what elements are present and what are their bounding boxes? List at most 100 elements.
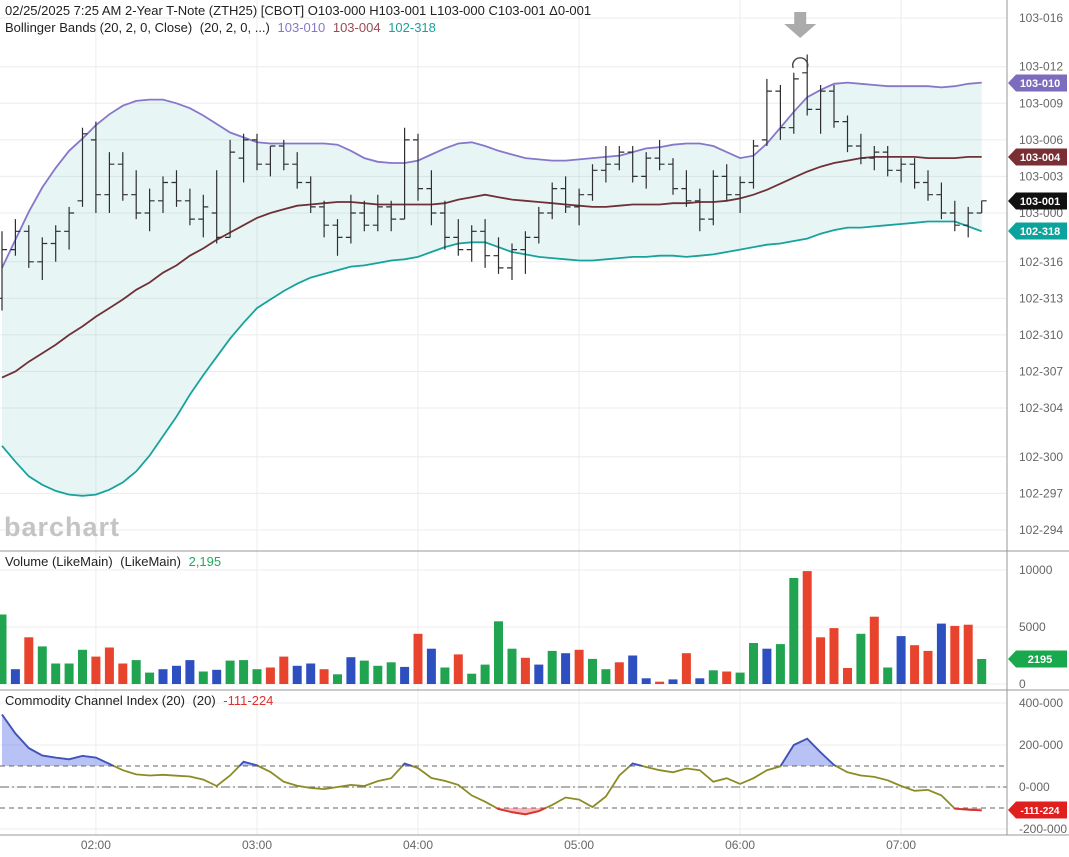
volume-bar	[239, 660, 249, 684]
ohlc-bar	[882, 146, 893, 177]
volume-bar	[426, 648, 436, 684]
down-arrow-shaft-icon	[794, 12, 807, 24]
ohlc-bar	[507, 243, 517, 280]
ohlc-bar	[413, 133, 423, 201]
time-axis-label: 05:00	[564, 838, 594, 852]
volume-bar	[145, 672, 155, 684]
volume-bar	[588, 658, 597, 684]
price-badge-teal-shape	[1008, 222, 1067, 240]
ohlc-bar	[23, 225, 34, 268]
ohlc-bar	[923, 170, 933, 201]
price-axis-label: 103-009	[1019, 96, 1063, 110]
volume-bar	[400, 666, 410, 684]
volume-bar	[829, 628, 839, 684]
price-pane-header: 02/25/2025 7:25 AM 2-Year T-Note (ZTH25)…	[5, 3, 595, 18]
ohlc-bar	[238, 133, 249, 183]
ohlc-bar	[225, 139, 236, 238]
bollinger-upper-value: 103-010	[277, 20, 326, 35]
volume-label[interactable]: Volume (LikeMain)	[5, 554, 113, 569]
ohlc-bar	[668, 158, 678, 195]
cci-axis-label: 0-000	[1019, 780, 1050, 794]
price-badge-purple-shape	[1008, 74, 1067, 92]
volume-bar	[185, 660, 195, 684]
volume-pane-header: Volume (LikeMain) (LikeMain) 2,195	[5, 554, 225, 569]
cci-label[interactable]: Commodity Channel Index (20)	[5, 693, 185, 708]
volume-bar	[856, 633, 866, 684]
cci-axis-label: 200-000	[1019, 738, 1063, 752]
bollinger-upper-line	[1, 81, 982, 269]
ohlc-bar	[869, 146, 880, 171]
bollinger-band-fill	[2, 82, 982, 496]
price-badge-maroon: 103-004	[1020, 152, 1061, 164]
price-badge-maroon-shape	[1008, 148, 1067, 166]
volume-bar	[37, 646, 47, 684]
ohlc-bar	[453, 219, 464, 256]
volume-bar	[131, 660, 141, 684]
ohlc-bar	[466, 225, 477, 262]
volume-params: (LikeMain)	[120, 554, 181, 569]
volume-bar	[601, 669, 611, 684]
bollinger-lower-line	[1, 220, 983, 497]
volume-axis-label: 0	[1019, 677, 1026, 691]
volume-bar	[655, 681, 665, 684]
price-axis-label: 103-016	[1019, 11, 1063, 25]
ohlc-bar	[265, 145, 276, 177]
cci-axis-label: 400-000	[1019, 696, 1063, 710]
price-badge-black-shape	[1008, 192, 1067, 210]
ohlc-bar	[372, 194, 383, 232]
volume-bar	[78, 649, 87, 684]
price-axis-label: 103-012	[1019, 60, 1063, 74]
ohlc-bar	[560, 176, 571, 213]
price-badge-purple: 103-010	[1020, 78, 1060, 90]
volume-bar	[413, 633, 423, 684]
down-arrow-icon	[784, 24, 817, 38]
volume-bar	[64, 663, 74, 684]
cci-oversold-line	[496, 807, 546, 816]
volume-bar	[668, 679, 678, 684]
bollinger-lower-value: 102-318	[388, 20, 436, 35]
volume-value: 2,195	[188, 554, 222, 569]
ohlc-bar	[184, 188, 195, 226]
ohlc-bar	[426, 170, 437, 226]
volume-bar	[279, 656, 289, 684]
volume-bar	[440, 667, 450, 684]
ohlc-bar	[158, 176, 168, 213]
ohlc-bar	[278, 139, 289, 171]
volume-bar	[359, 660, 369, 684]
ohlc-bar	[909, 158, 920, 189]
ohlc-bar	[480, 219, 491, 268]
cci-badge: -111-224	[1021, 806, 1060, 817]
volume-bar	[802, 571, 812, 684]
ohlc-bar	[547, 182, 558, 220]
volume-bar	[265, 667, 275, 684]
volume-bar	[453, 654, 463, 684]
ohlc-bar	[855, 133, 866, 165]
cci-pane-header: Commodity Channel Index (20) (20) -111-2…	[5, 693, 277, 708]
volume-badge-shape	[1008, 650, 1067, 668]
volume-bar	[681, 653, 691, 684]
ohlc-bar	[252, 133, 262, 171]
ohlc-bar	[654, 139, 665, 171]
volume-bar	[789, 578, 799, 684]
ohlc-bar	[0, 231, 7, 311]
volume-bar	[843, 668, 852, 684]
volume-bar	[292, 665, 302, 684]
ohlc-bar	[50, 225, 61, 262]
volume-bar	[708, 670, 718, 684]
ohlc-bar	[600, 146, 611, 183]
ohlc-bar	[574, 188, 585, 226]
price-axis-label: 102-307	[1019, 365, 1063, 379]
time-axis-label: 02:00	[81, 838, 111, 852]
ohlc-bar	[788, 72, 799, 134]
volume-bar	[574, 649, 584, 684]
bollinger-middle-value: 103-004	[332, 20, 381, 35]
volume-bar	[333, 674, 342, 684]
ohlc-bar	[10, 219, 21, 256]
cci-badge-shape	[1008, 801, 1067, 819]
volume-axis-label: 10000	[1019, 563, 1053, 577]
ohlc-bar	[896, 158, 907, 183]
ohlc-bar	[332, 219, 343, 256]
ohlc-bar	[493, 237, 504, 274]
bollinger-label[interactable]: Bollinger Bands (20, 2, 0, Close)	[5, 20, 193, 35]
